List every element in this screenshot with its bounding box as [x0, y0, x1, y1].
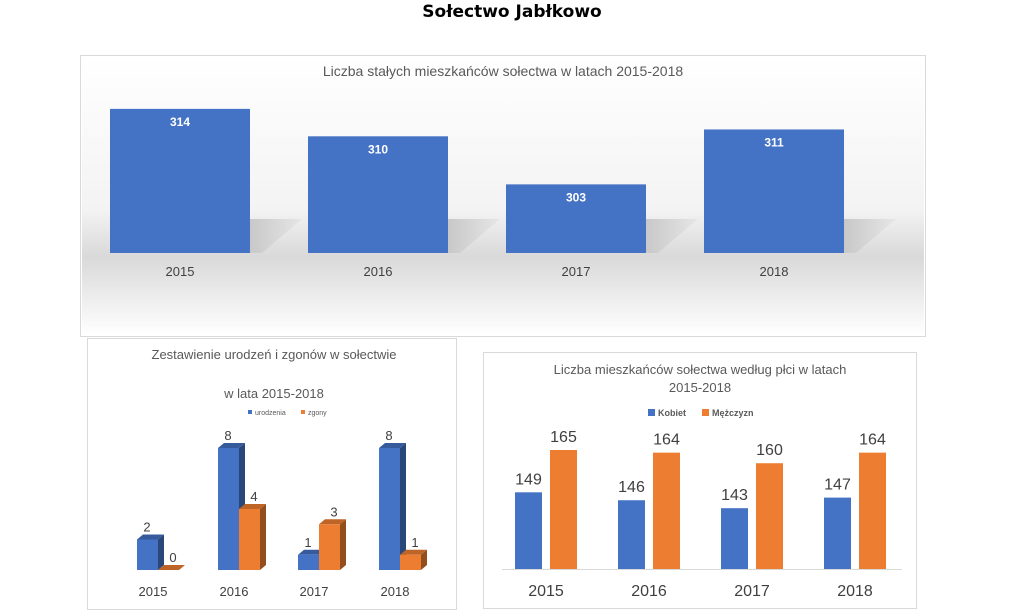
bar — [239, 509, 260, 570]
legend-swatch — [301, 410, 305, 414]
bar-shadow — [844, 219, 896, 253]
bar — [379, 448, 400, 570]
chart-title-line-1: Liczba mieszkańców sołectwa według płci … — [554, 362, 847, 377]
legend-label: Kobiet — [658, 408, 686, 418]
chart-panel-gender: Liczba mieszkańców sołectwa według płci … — [483, 352, 917, 609]
data-label: 1 — [411, 535, 418, 550]
bar — [859, 452, 886, 569]
bar-top — [158, 565, 185, 570]
bar-top — [319, 519, 346, 525]
legend-swatch — [702, 409, 709, 416]
data-label: 146 — [618, 479, 645, 496]
legend-swatch — [648, 409, 655, 416]
bar-top — [137, 534, 164, 540]
births-deaths-chart: Zestawienie urodzeń i zgonów w sołectwie… — [137, 347, 427, 599]
data-label: 311 — [764, 135, 784, 149]
bar-side — [260, 504, 266, 570]
x-tick-label: 2015 — [139, 584, 168, 599]
bar — [824, 497, 851, 569]
bar — [653, 452, 680, 569]
legend-label: urodzenia — [255, 410, 286, 417]
data-label: 4 — [250, 489, 257, 504]
bar-side — [158, 534, 164, 570]
bar — [400, 554, 421, 570]
bar-top — [400, 549, 427, 555]
chart-title-line-1: Zestawienie urodzeń i zgonów w sołectwie — [152, 347, 397, 362]
data-label: 1 — [304, 535, 311, 550]
x-tick-label: 2018 — [760, 264, 789, 279]
data-label: 149 — [515, 471, 542, 488]
x-tick-label: 2016 — [364, 264, 393, 279]
x-tick-label: 2015 — [166, 264, 195, 279]
data-label: 8 — [385, 428, 392, 443]
chart-panel-births-deaths: Zestawienie urodzeń i zgonów w sołectwie… — [87, 338, 457, 610]
x-tick-label: 2016 — [631, 583, 667, 600]
bar — [756, 463, 783, 569]
x-tick-label: 2018 — [837, 583, 873, 600]
bar-shadow — [250, 219, 302, 253]
bar-side — [421, 549, 427, 570]
x-tick-label: 2015 — [528, 583, 564, 600]
residents-chart: Liczba stałych mieszkańców sołectwa w la… — [82, 57, 924, 335]
data-label: 310 — [368, 142, 388, 156]
chart-title-line-2: w lata 2015-2018 — [223, 386, 324, 401]
bar — [618, 500, 645, 569]
data-label: 3 — [330, 504, 337, 519]
bar — [515, 492, 542, 569]
x-tick-label: 2017 — [562, 264, 591, 279]
chart-title: Liczba stałych mieszkańców sołectwa w la… — [323, 63, 684, 79]
bar — [137, 539, 158, 570]
chart-panel-residents: Liczba stałych mieszkańców sołectwa w la… — [80, 55, 926, 337]
data-label: 314 — [170, 115, 190, 129]
bar-side — [340, 519, 346, 570]
data-label: 303 — [566, 190, 586, 204]
data-label: 2 — [143, 520, 150, 535]
bar — [308, 136, 448, 253]
bar — [319, 524, 340, 570]
gender-chart: Liczba mieszkańców sołectwa według płci … — [502, 362, 902, 600]
bar — [721, 508, 748, 569]
bar-shadow — [646, 219, 698, 253]
bar — [550, 450, 577, 569]
data-label: 8 — [224, 428, 231, 443]
chart-title-line-2: 2015-2018 — [669, 380, 731, 395]
data-label: 147 — [824, 477, 851, 494]
bar — [704, 129, 844, 253]
legend-label: zgony — [308, 410, 327, 417]
bar-top — [298, 549, 325, 555]
data-label: 160 — [756, 442, 783, 459]
data-label: 164 — [653, 432, 680, 449]
bar — [110, 108, 250, 253]
legend-label: Mężczyzn — [712, 408, 754, 418]
bar-top — [379, 443, 406, 448]
data-label: 165 — [550, 429, 577, 446]
x-tick-label: 2017 — [734, 583, 770, 600]
bar — [218, 448, 239, 570]
data-label: 164 — [859, 432, 886, 449]
bar — [506, 184, 646, 253]
data-label: 0 — [169, 550, 176, 565]
bar-top — [218, 443, 245, 448]
bar-top — [239, 504, 266, 509]
bar-shadow — [448, 219, 500, 253]
legend-swatch — [248, 410, 252, 414]
x-tick-label: 2017 — [300, 584, 329, 599]
bar — [298, 554, 319, 570]
data-label: 143 — [721, 487, 748, 504]
bar-side — [400, 443, 406, 570]
page-title: Sołectwo Jabłkowo — [422, 2, 602, 22]
x-tick-label: 2018 — [381, 584, 410, 599]
x-tick-label: 2016 — [220, 584, 249, 599]
